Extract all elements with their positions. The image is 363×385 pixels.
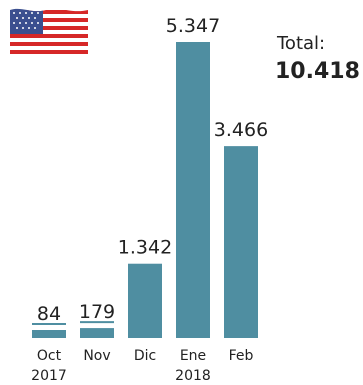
total-value: 10.418 [275,59,360,84]
value-label-nov: 179 [79,301,115,323]
tick-label-ene: Ene [180,348,206,364]
bar-dic [128,263,162,338]
value-label-oct: 84 [37,303,61,325]
bar-oct [32,330,66,338]
year-label-2018: 2018 [175,368,211,384]
tick-label-nov: Nov [83,348,110,364]
value-label-dic: 1.342 [118,237,172,259]
bar-nov [80,328,114,338]
tick-label-dic: Dic [134,348,156,364]
total-label: Total: [277,33,326,54]
us-flag-icon [10,8,88,58]
value-label-ene: 5.347 [166,15,220,37]
bar-feb [224,146,258,338]
bar-ene [176,42,210,338]
tick-label-feb: Feb [229,348,254,364]
year-label-2017: 2017 [31,368,67,384]
value-label-feb: 3.466 [214,119,268,141]
tick-label-oct: Oct [37,348,62,364]
